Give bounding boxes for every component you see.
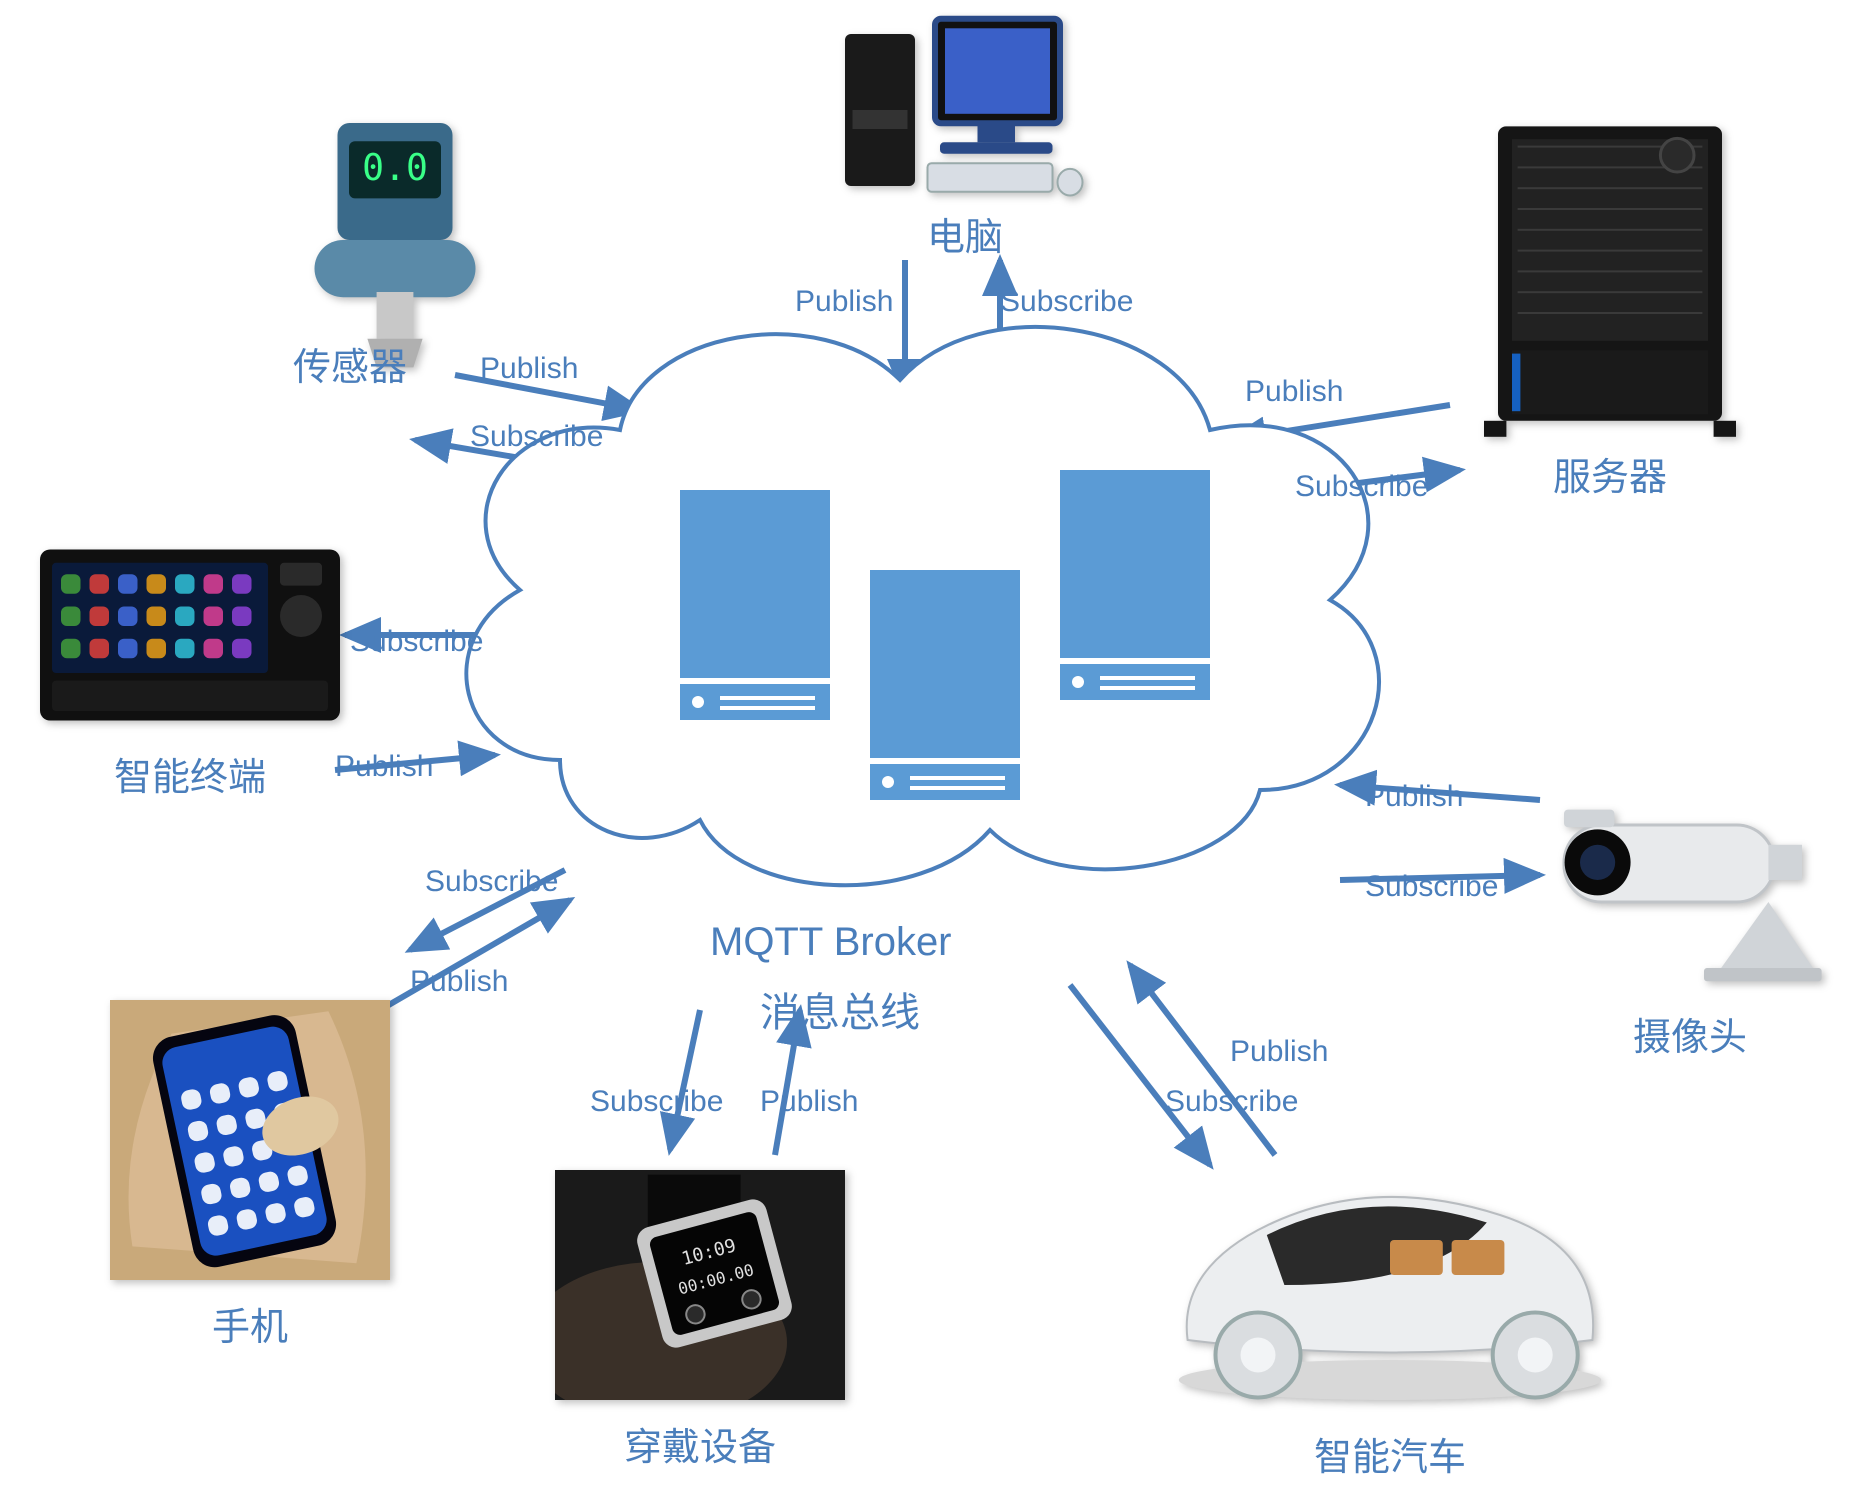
device-server: [1470, 120, 1750, 440]
edge-label-computer-subscribe: Subscribe: [1000, 285, 1133, 319]
device-label-server: 服务器: [1470, 446, 1750, 501]
broker-server-1: [870, 570, 1020, 800]
device-label-computer: 电脑: [825, 206, 1105, 261]
svg-text:0.0: 0.0: [362, 146, 428, 189]
edge-label-terminal-publish: Publish: [335, 750, 433, 784]
device-computer: [840, 15, 1090, 205]
edge-label-sensor-subscribe: Subscribe: [470, 420, 603, 454]
edge-label-phone-subscribe: Subscribe: [425, 865, 558, 899]
edge-label-sensor-publish: Publish: [480, 352, 578, 386]
edge-label-server-subscribe: Subscribe: [1295, 470, 1428, 504]
edge-label-computer-publish: Publish: [795, 285, 893, 319]
device-phone: [110, 1000, 390, 1280]
device-terminal: [40, 540, 340, 730]
device-label-wearable: 穿戴设备: [560, 1416, 840, 1471]
device-label-car: 智能汽车: [1250, 1426, 1530, 1481]
edge-label-camera-subscribe: Subscribe: [1365, 870, 1498, 904]
broker-title-line1: MQTT Broker: [710, 920, 952, 964]
edge-label-wearable-subscribe: Subscribe: [590, 1085, 723, 1119]
device-sensor: 0.0: [280, 110, 510, 370]
edge-label-wearable-publish: Publish: [760, 1085, 858, 1119]
edge-label-phone-publish: Publish: [410, 965, 508, 999]
edge-label-terminal-subscribe: Subscribe: [350, 625, 483, 659]
edge-label-server-publish: Publish: [1245, 375, 1343, 409]
device-label-sensor: 传感器: [210, 336, 490, 391]
edge-label-car-subscribe: Subscribe: [1165, 1085, 1298, 1119]
edge-label-car-publish: Publish: [1230, 1035, 1328, 1069]
device-camera: [1550, 770, 1830, 990]
broker-title-line2: 消息总线: [760, 991, 920, 1035]
device-car: [1170, 1160, 1610, 1410]
edge-label-camera-publish: Publish: [1365, 780, 1463, 814]
broker-server-2: [1060, 470, 1210, 700]
device-label-terminal: 智能终端: [50, 746, 330, 801]
device-label-phone: 手机: [110, 1296, 390, 1351]
device-label-camera: 摄像头: [1550, 1006, 1830, 1061]
broker-server-0: [680, 490, 830, 720]
device-wearable: 10:0900:00.00: [555, 1170, 845, 1400]
